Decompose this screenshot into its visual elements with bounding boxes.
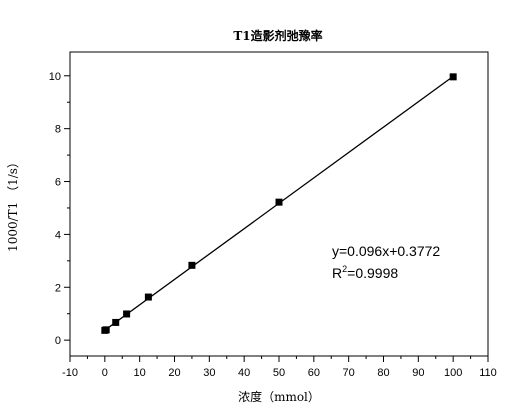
data-point xyxy=(144,293,152,301)
data-point xyxy=(112,318,120,326)
x-tick-label: 80 xyxy=(377,367,389,379)
r2-prefix: R xyxy=(332,265,342,281)
data-point xyxy=(123,310,131,318)
data-point xyxy=(102,326,110,334)
y-tick-label: 8 xyxy=(55,124,61,136)
data-point xyxy=(449,73,457,81)
x-tick-label: 100 xyxy=(444,367,462,379)
r2-superscript: 2 xyxy=(342,264,347,274)
r-squared-label: R2=0.9998 xyxy=(332,264,398,281)
y-tick-label: 6 xyxy=(55,177,61,189)
y-tick-label: 2 xyxy=(55,282,61,294)
x-tick-label: 70 xyxy=(343,367,355,379)
x-tick-label: 30 xyxy=(203,367,215,379)
chart-title: T1造影剂弛豫率 xyxy=(233,28,322,43)
x-tick-label: 20 xyxy=(168,367,180,379)
x-tick-label: -10 xyxy=(62,367,78,379)
x-tick-label: 40 xyxy=(238,367,250,379)
data-point xyxy=(275,198,283,206)
data-point xyxy=(188,261,196,269)
y-axis-ticks: 0 2 4 6 8 10 xyxy=(49,71,70,347)
x-axis-title: 浓度（mmol） xyxy=(238,389,320,404)
x-tick-label: 90 xyxy=(412,367,424,379)
y-axis-title: 1000/T1 （1/s） xyxy=(6,156,20,252)
r2-suffix: =0.9998 xyxy=(347,265,398,281)
equation-label: y=0.096x+0.3772 xyxy=(332,243,440,259)
x-tick-label: 110 xyxy=(479,367,497,379)
x-tick-label: 50 xyxy=(273,367,285,379)
x-axis-ticks: -10 0 10 20 30 40 50 60 70 80 90 100 110 xyxy=(62,356,497,379)
x-tick-label: 60 xyxy=(308,367,320,379)
y-tick-label: 0 xyxy=(55,335,61,347)
data-points xyxy=(101,73,457,334)
x-tick-label: 10 xyxy=(134,367,146,379)
y-tick-label: 4 xyxy=(55,229,61,241)
y-tick-label: 10 xyxy=(49,71,61,83)
x-tick-label: 0 xyxy=(102,367,108,379)
